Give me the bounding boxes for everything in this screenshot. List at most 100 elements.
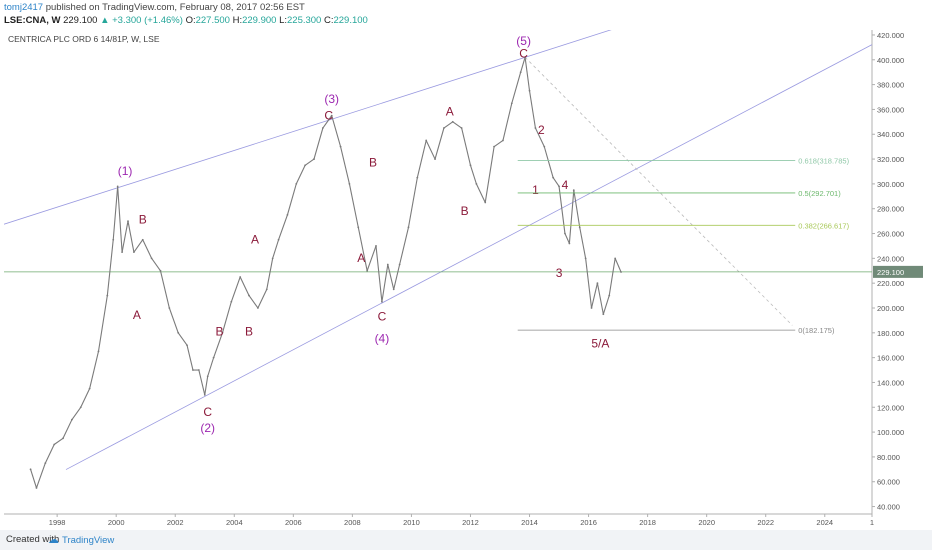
x-tick-label: 1 bbox=[870, 518, 874, 527]
y-tick-label: 220.000 bbox=[877, 279, 904, 288]
cloud-icon: ☁ bbox=[48, 534, 59, 546]
chart-panel[interactable]: CENTRICA PLC ORD 6 14/81P, W, LSE 40.000… bbox=[3, 29, 924, 527]
price-segment bbox=[348, 183, 359, 228]
plot-background bbox=[4, 30, 924, 527]
y-tick-label: 120.000 bbox=[877, 403, 904, 412]
drawing-lines bbox=[3, 29, 873, 470]
price-point bbox=[443, 127, 445, 129]
price-segment bbox=[142, 239, 153, 259]
open-value: 227.500 bbox=[195, 15, 230, 26]
symbol-label: LSE:CNA, W bbox=[4, 15, 61, 26]
x-tick-label: 2020 bbox=[698, 518, 715, 527]
price-point bbox=[407, 226, 410, 229]
price-point bbox=[286, 214, 289, 216]
close-value: 229.100 bbox=[333, 15, 368, 26]
price-point bbox=[392, 288, 395, 291]
price-segment bbox=[257, 289, 268, 309]
price-segment bbox=[590, 283, 598, 309]
price-point bbox=[265, 288, 268, 291]
chart-title: CENTRICA PLC ORD 6 14/81P, W, LSE bbox=[8, 34, 160, 44]
wave-label: (5) bbox=[516, 34, 531, 48]
price-segment bbox=[573, 190, 581, 228]
price-point bbox=[484, 201, 487, 204]
y-tick-label: 260.000 bbox=[877, 230, 904, 239]
price-point bbox=[97, 350, 100, 353]
last-price-badge-label: 229.100 bbox=[877, 268, 904, 277]
price-point bbox=[248, 294, 250, 297]
wave-label: (1) bbox=[118, 164, 133, 178]
price-segment bbox=[340, 146, 350, 185]
y-tick-label: 100.000 bbox=[877, 428, 904, 437]
price-segment bbox=[35, 462, 46, 489]
tradingview-logo[interactable]: ☁ TradingView bbox=[48, 533, 114, 546]
price-point bbox=[79, 406, 82, 409]
close-label: C: bbox=[323, 15, 334, 26]
wave-label: 2 bbox=[538, 123, 545, 137]
author-link[interactable]: tomj2417 bbox=[4, 2, 44, 13]
price-point bbox=[257, 307, 259, 309]
wave-label: C bbox=[378, 309, 387, 323]
x-tick-label: 1998 bbox=[49, 518, 66, 527]
x-tick-label: 2018 bbox=[639, 518, 656, 527]
price-point bbox=[425, 139, 428, 142]
y-tick-label: 360.000 bbox=[877, 105, 904, 114]
price-segment bbox=[322, 115, 333, 129]
price-point bbox=[295, 182, 298, 185]
price-segment bbox=[528, 90, 536, 129]
price-point bbox=[534, 127, 537, 129]
price-segment bbox=[272, 239, 280, 259]
y-tick-label: 240.000 bbox=[877, 254, 904, 263]
fib-level-label: 0.618(318.785) bbox=[798, 157, 849, 166]
price-segment bbox=[239, 276, 250, 296]
price-segment bbox=[493, 140, 504, 148]
price-point bbox=[141, 238, 144, 241]
price-segment bbox=[543, 146, 554, 178]
price-point bbox=[44, 462, 47, 465]
publish-info: tomj2417 published on TradingView.com, F… bbox=[4, 2, 305, 13]
price-segment bbox=[614, 258, 622, 273]
wave-label: 3 bbox=[556, 266, 563, 280]
price-point bbox=[558, 185, 560, 188]
price-point bbox=[339, 145, 342, 148]
price-point bbox=[150, 257, 153, 260]
wave-label: 1 bbox=[532, 183, 539, 197]
wave-label: C bbox=[519, 46, 528, 60]
price-point bbox=[614, 257, 617, 260]
y-tick-label: 300.000 bbox=[877, 180, 904, 189]
price-segment bbox=[511, 72, 522, 104]
price-point bbox=[469, 164, 472, 167]
price-point bbox=[168, 307, 171, 309]
last-price-badge: 229.100 bbox=[873, 265, 923, 278]
price-point bbox=[71, 418, 73, 421]
low-value: 225.300 bbox=[287, 15, 322, 26]
price-segment bbox=[213, 332, 223, 358]
price-segment bbox=[425, 140, 436, 160]
price-point bbox=[277, 238, 280, 241]
price-change: ▲ +3.300 (+1.46%) bbox=[100, 15, 183, 26]
price-point bbox=[398, 263, 401, 266]
price-point bbox=[304, 164, 307, 167]
quote-line: LSE:CNA, W 229.100 ▲ +3.300 (+1.46%) O:2… bbox=[4, 15, 368, 26]
price-segment bbox=[407, 177, 418, 228]
price-point bbox=[519, 71, 522, 74]
price-segment bbox=[133, 239, 144, 253]
price-point bbox=[620, 271, 622, 273]
price-point bbox=[177, 331, 180, 334]
wave-label: B bbox=[139, 213, 147, 227]
price-series bbox=[29, 56, 622, 489]
price-segment bbox=[434, 127, 445, 160]
price-segment bbox=[177, 332, 188, 346]
price-segment bbox=[552, 177, 560, 187]
price-segment bbox=[443, 121, 454, 129]
price-segment bbox=[286, 183, 297, 216]
price-chart[interactable]: CENTRICA PLC ORD 6 14/81P, W, LSE 40.000… bbox=[3, 29, 924, 527]
price-point bbox=[543, 145, 546, 148]
price-point bbox=[116, 185, 119, 188]
price-point bbox=[313, 158, 315, 160]
last-price: 229.100 bbox=[63, 15, 98, 26]
fib-level-label: 0.382(266.617) bbox=[798, 221, 849, 230]
y-tick-label: 80.000 bbox=[877, 453, 900, 462]
x-tick-label: 2000 bbox=[108, 518, 125, 527]
y-tick-label: 200.000 bbox=[877, 304, 904, 313]
price-point bbox=[564, 232, 566, 235]
